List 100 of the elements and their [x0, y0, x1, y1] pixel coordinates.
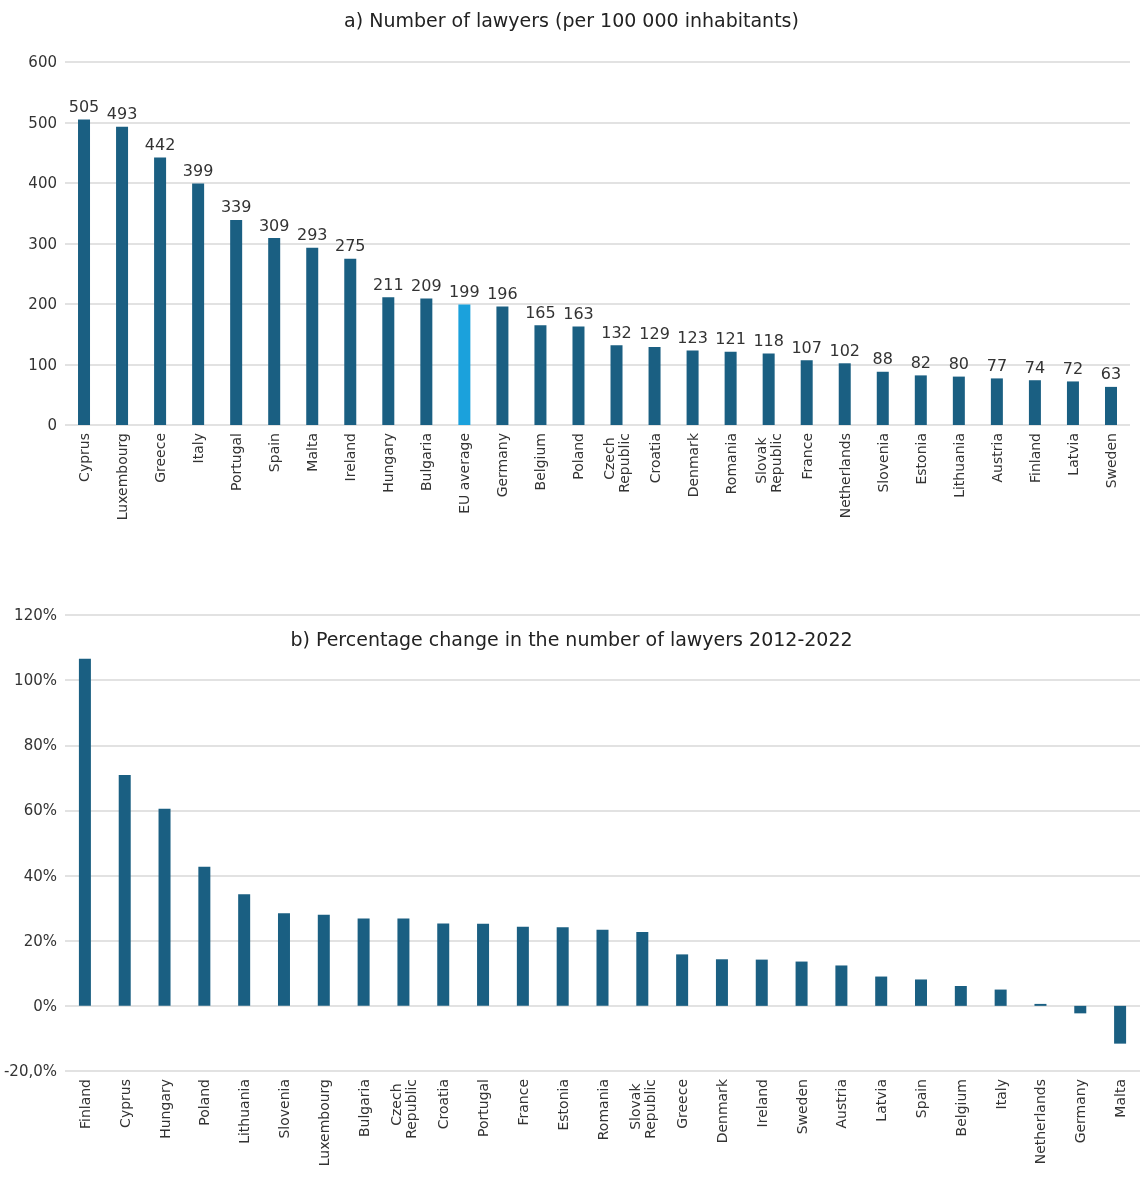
x-tick-label: Portugal	[228, 433, 245, 491]
x-tick-label: Italy	[992, 1079, 1009, 1110]
bar	[158, 808, 171, 1006]
bar	[238, 894, 251, 1006]
bar	[795, 961, 808, 1006]
x-tick-label: Denmark	[713, 1078, 730, 1144]
data-label: 102	[829, 340, 861, 360]
bar	[876, 371, 889, 425]
data-label: 309	[258, 215, 290, 235]
x-tick-label: Poland	[570, 433, 587, 480]
data-label: 493	[106, 104, 138, 124]
x-tick-label: Austria	[833, 1079, 850, 1129]
x-tick-label: Malta	[1112, 1079, 1129, 1118]
bar	[686, 350, 699, 425]
bar	[990, 378, 1003, 425]
x-tick-label: Lithuania	[950, 433, 967, 498]
x-tick-label: Romania	[594, 1079, 611, 1141]
x-tick-label: Greece	[152, 433, 169, 483]
bar	[317, 914, 330, 1006]
y-tick-label: 0%	[33, 996, 57, 1015]
x-tick-label: Slovak Republic	[626, 1079, 658, 1139]
y-tick-label: 0	[47, 416, 57, 434]
x-tick-label: Denmark	[684, 432, 701, 498]
data-label: 199	[449, 282, 480, 302]
x-tick-label: Finland	[1026, 433, 1043, 484]
x-tick-label: Poland	[196, 1079, 213, 1126]
data-label: 132	[601, 322, 632, 342]
x-tick-label: Slovenia	[275, 1079, 292, 1139]
bar	[458, 304, 471, 425]
x-tick-label: Cyprus	[116, 1079, 133, 1128]
x-tick-label: Slovak Republic	[753, 433, 785, 493]
bar	[357, 918, 370, 1006]
x-tick-label: Latvia	[873, 1079, 890, 1122]
bar	[676, 954, 689, 1006]
x-tick-label: Bulgaria	[355, 1079, 372, 1138]
bar	[952, 376, 965, 425]
bar	[596, 929, 609, 1006]
y-tick-label: 500	[28, 113, 57, 132]
data-label: 74	[1024, 357, 1046, 377]
bar	[516, 926, 529, 1006]
data-label: 209	[411, 276, 442, 296]
bar	[78, 119, 91, 425]
data-label: 211	[373, 274, 404, 294]
x-tick-label: Bulgaria	[418, 433, 435, 492]
data-label: 275	[334, 236, 366, 256]
bar	[382, 297, 395, 425]
x-tick-label: Lithuania	[236, 1079, 253, 1144]
x-tick-label: Ireland	[342, 433, 359, 482]
bar	[875, 976, 888, 1006]
data-label: 82	[910, 352, 931, 372]
data-label: 293	[296, 225, 328, 245]
bar	[1114, 1005, 1127, 1044]
y-tick-label: 120%	[14, 606, 57, 624]
y-tick-label: 300	[28, 234, 57, 253]
bar	[838, 363, 851, 425]
x-tick-label: Finland	[76, 1079, 93, 1130]
data-label: 505	[68, 96, 100, 116]
y-tick-label: 600	[28, 53, 57, 71]
bar	[914, 375, 927, 425]
x-tick-label: Croatia	[646, 433, 663, 484]
data-label: 107	[791, 337, 822, 357]
x-tick-label: Germany	[1072, 1079, 1089, 1144]
x-tick-label: Croatia	[435, 1079, 452, 1130]
bar	[915, 979, 928, 1006]
bar	[994, 989, 1007, 1006]
data-label: 72	[1062, 358, 1084, 378]
bar	[610, 345, 623, 425]
bar	[556, 927, 569, 1006]
y-tick-label: 40%	[23, 866, 57, 885]
x-tick-label: Sweden	[793, 1079, 810, 1135]
x-tick-label: Hungary	[156, 1079, 173, 1139]
x-tick-label: Portugal	[475, 1079, 492, 1137]
bar	[116, 126, 129, 425]
chart-title: a) Number of lawyers (per 100 000 inhabitants)	[344, 8, 799, 31]
bar	[835, 965, 848, 1006]
x-tick-label: Netherlands	[836, 433, 853, 519]
y-tick-label: 80%	[23, 736, 57, 755]
bar	[648, 346, 661, 425]
x-tick-label: Romania	[722, 433, 739, 495]
y-tick-label: -20,0%	[3, 1062, 57, 1080]
x-tick-label: Netherlands	[1032, 1079, 1049, 1165]
x-tick-label: Greece	[674, 1079, 691, 1129]
x-tick-label: Spain	[913, 1079, 930, 1119]
data-label: 165	[525, 302, 556, 322]
bar	[954, 985, 967, 1006]
y-tick-label: 400	[28, 174, 57, 192]
bar	[344, 258, 357, 425]
x-tick-label: Luxembourg	[315, 1079, 332, 1167]
x-tick-label: Luxembourg	[114, 433, 131, 521]
bar	[636, 931, 649, 1006]
x-tick-label: Czech Republic	[601, 433, 633, 493]
y-tick-label: 200	[28, 295, 57, 313]
x-tick-label: Malta	[304, 433, 321, 472]
data-label: 121	[715, 329, 746, 349]
x-tick-label: Spain	[266, 433, 283, 473]
bar	[477, 923, 490, 1006]
data-label: 399	[182, 161, 214, 181]
y-tick-label: 20%	[23, 931, 57, 950]
y-tick-label: 60%	[23, 801, 57, 820]
x-tick-label: Ireland	[753, 1079, 770, 1128]
